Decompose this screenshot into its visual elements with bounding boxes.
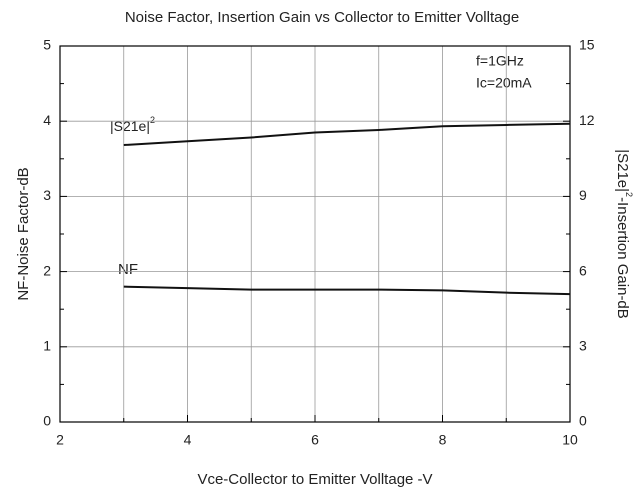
annotation: f=1GHz (476, 53, 524, 69)
y-tick-label: 2 (43, 262, 51, 278)
x-tick-label: 2 (56, 432, 64, 448)
y2-tick-label: 3 (579, 338, 587, 354)
annotation: Ic=20mA (476, 75, 532, 91)
x-tick-label: 10 (562, 432, 578, 448)
series-line (123, 122, 571, 147)
series-label: NF (118, 261, 138, 278)
series-label-main: |S21e| (110, 118, 150, 134)
series-label: |S21e|2 (110, 115, 155, 133)
y-tick-label: 0 (43, 413, 51, 429)
series-line (123, 285, 571, 296)
y-tick-label: 5 (43, 37, 51, 53)
y2-label-sup: 2 (624, 192, 634, 197)
y2-axis-label: |S21e|2-Insertion Gain-dB (614, 149, 634, 319)
x-tick-label: 8 (439, 432, 447, 448)
y2-tick-label: 9 (579, 187, 587, 203)
y2-tick-label: 15 (579, 37, 595, 53)
series-label-sup: 2 (150, 115, 155, 125)
y-tick-label: 1 (43, 338, 51, 354)
y2-tick-label: 6 (579, 262, 587, 278)
x-tick-label: 4 (184, 432, 192, 448)
y-tick-label: 3 (43, 187, 51, 203)
chart-title: Noise Factor, Insertion Gain vs Collecto… (125, 9, 519, 26)
x-tick-label: 6 (311, 432, 319, 448)
y-axis-label: NF-Noise Factor-dB (15, 167, 32, 300)
y2-tick-label: 12 (579, 112, 595, 128)
x-axis-label: Vce-Collector to Emitter Volltage -V (197, 471, 432, 488)
y2-label-post: -Insertion Gain-dB (614, 197, 631, 319)
y2-label-pre: |S21e| (614, 149, 631, 192)
y-tick-label: 4 (43, 112, 51, 128)
y2-tick-label: 0 (579, 413, 587, 429)
